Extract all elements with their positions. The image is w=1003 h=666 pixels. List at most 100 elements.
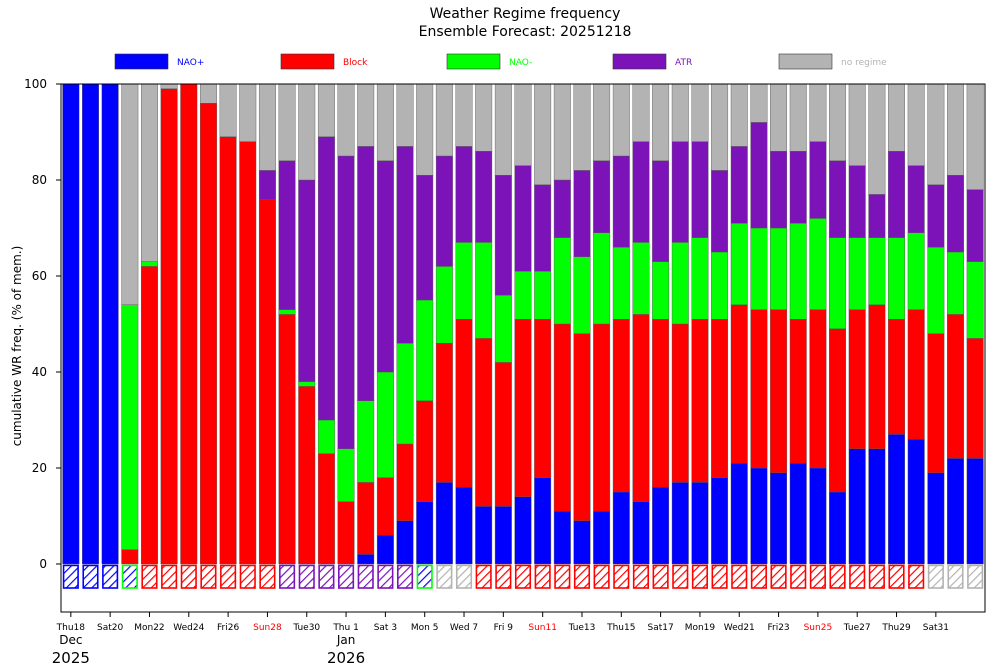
y-tick-label-40: 40 — [32, 365, 47, 379]
bar-block-36 — [770, 309, 788, 474]
x-tick-label-26: Tue13 — [568, 623, 596, 633]
bar-nao-26 — [573, 256, 591, 334]
bar-atr-38 — [809, 141, 827, 219]
bar-nao-41 — [868, 237, 886, 306]
bar-nao-18 — [416, 501, 434, 565]
x-tick-label-10: Sun28 — [253, 623, 282, 633]
bar-block-26 — [573, 333, 591, 522]
bar-nao-37 — [789, 463, 807, 565]
bar-nao-21 — [475, 506, 493, 565]
x-tick-label-40: Tue27 — [843, 623, 871, 633]
bar-block-28 — [612, 319, 630, 493]
x-tick-label-22: Fri 9 — [494, 623, 514, 633]
bar-nao-17 — [396, 343, 414, 445]
bar-atr-35 — [750, 122, 768, 229]
bar-no-regime-14 — [337, 83, 355, 157]
bar-no-regime-5 — [160, 83, 178, 89]
bar-atr-13 — [317, 136, 335, 421]
bar-atr-16 — [376, 160, 394, 373]
bar-no-regime-13 — [317, 83, 335, 137]
bar-atr-46 — [966, 189, 984, 262]
x-year-label-14: 2026 — [327, 649, 365, 666]
bar-block-30 — [652, 319, 670, 488]
bar-no-regime-29 — [632, 83, 650, 142]
bar-atr-10 — [258, 170, 276, 200]
bar-nao-11 — [278, 309, 296, 315]
bar-no-regime-42 — [888, 83, 905, 152]
bar-block-44 — [927, 333, 945, 474]
bar-nao-17 — [396, 520, 414, 565]
bar-nao-25 — [553, 237, 571, 325]
indicator-block-43 — [908, 564, 925, 589]
legend-label-atr: ATR — [675, 58, 692, 68]
indicator-block-23 — [514, 564, 532, 589]
y-tick-label-60: 60 — [32, 269, 47, 283]
bar-nao-38 — [809, 467, 827, 565]
bar-block-31 — [671, 323, 689, 483]
indicator-block-36 — [770, 564, 787, 589]
bar-nao-29 — [632, 501, 650, 565]
bar-nao-40 — [848, 237, 866, 310]
x-tick-label-34: Wed21 — [724, 623, 755, 633]
indicator-block-21 — [475, 564, 492, 589]
bar-nao-3 — [121, 304, 139, 550]
legend: NAO+ Block NAO- ATR no regime — [114, 53, 887, 70]
y-axis: 0 20 40 60 80 100 — [24, 77, 61, 571]
bar-block-25 — [553, 323, 571, 512]
bar-atr-22 — [494, 174, 512, 296]
x-tick-label-24: Sun11 — [528, 623, 557, 633]
bar-no-regime-7 — [199, 83, 217, 104]
bar-atr-12 — [298, 179, 316, 382]
bar-no-regime-19 — [435, 83, 453, 157]
bar-block-38 — [809, 309, 827, 469]
bar-nao-38 — [809, 218, 827, 310]
bar-atr-43 — [907, 165, 925, 234]
bar-atr-39 — [829, 160, 847, 238]
bar-no-regime-15 — [357, 83, 375, 147]
bar-nao-35 — [750, 227, 768, 310]
bar-nao-22 — [494, 506, 512, 565]
bar-block-41 — [868, 304, 886, 449]
legend-swatch-no-regime — [778, 53, 833, 70]
bar-atr-44 — [927, 184, 945, 248]
bar-block-4 — [141, 266, 158, 565]
bar-nao-45 — [947, 251, 964, 315]
bar-atr-31 — [671, 141, 689, 243]
bar-no-regime-21 — [475, 83, 493, 152]
dominant-regime-indicators — [62, 564, 984, 589]
indicator-block-32 — [691, 564, 708, 589]
bar-nao-36 — [770, 472, 788, 565]
x-tick-label-20: Wed 7 — [450, 623, 478, 633]
bar-block-10 — [258, 198, 276, 565]
bar-no-regime-32 — [691, 83, 709, 142]
bar-nao-25 — [553, 511, 571, 565]
x-axis: Thu18 Sat20 Mon22 Wed24 Fri26 Sun28 Tue30 Thu 1… — [52, 612, 949, 666]
indicator-no-regime-44 — [927, 564, 944, 589]
bar-nao-42 — [888, 237, 905, 320]
bar-block-16 — [376, 477, 394, 536]
bar-nao-23 — [514, 496, 532, 565]
bar-no-regime-20 — [455, 83, 473, 147]
bar-no-regime-38 — [809, 83, 827, 142]
bar-block-29 — [632, 314, 650, 502]
indicator-block-4 — [141, 564, 158, 589]
x-month-label-0: Dec — [59, 633, 82, 647]
chart-title: Weather Regime frequency — [430, 6, 621, 22]
y-tick-label-100: 100 — [24, 77, 47, 91]
bar-atr-15 — [357, 146, 375, 401]
bar-nao-39 — [829, 237, 847, 330]
x-tick-label-4: Mon22 — [134, 623, 164, 633]
bar-block-42 — [888, 319, 905, 435]
bar-block-35 — [750, 309, 768, 469]
bar-nao-30 — [652, 261, 670, 320]
bar-block-9 — [239, 141, 257, 565]
bar-nao-36 — [770, 227, 788, 310]
indicator-no-regime-19 — [436, 564, 453, 589]
indicator-block-29 — [632, 564, 650, 589]
bars-group — [62, 83, 984, 565]
bar-no-regime-16 — [376, 83, 394, 162]
bar-nao-33 — [711, 477, 729, 565]
indicator-atr-11 — [279, 564, 296, 589]
bar-nao-33 — [711, 251, 729, 320]
bar-block-24 — [534, 319, 552, 478]
